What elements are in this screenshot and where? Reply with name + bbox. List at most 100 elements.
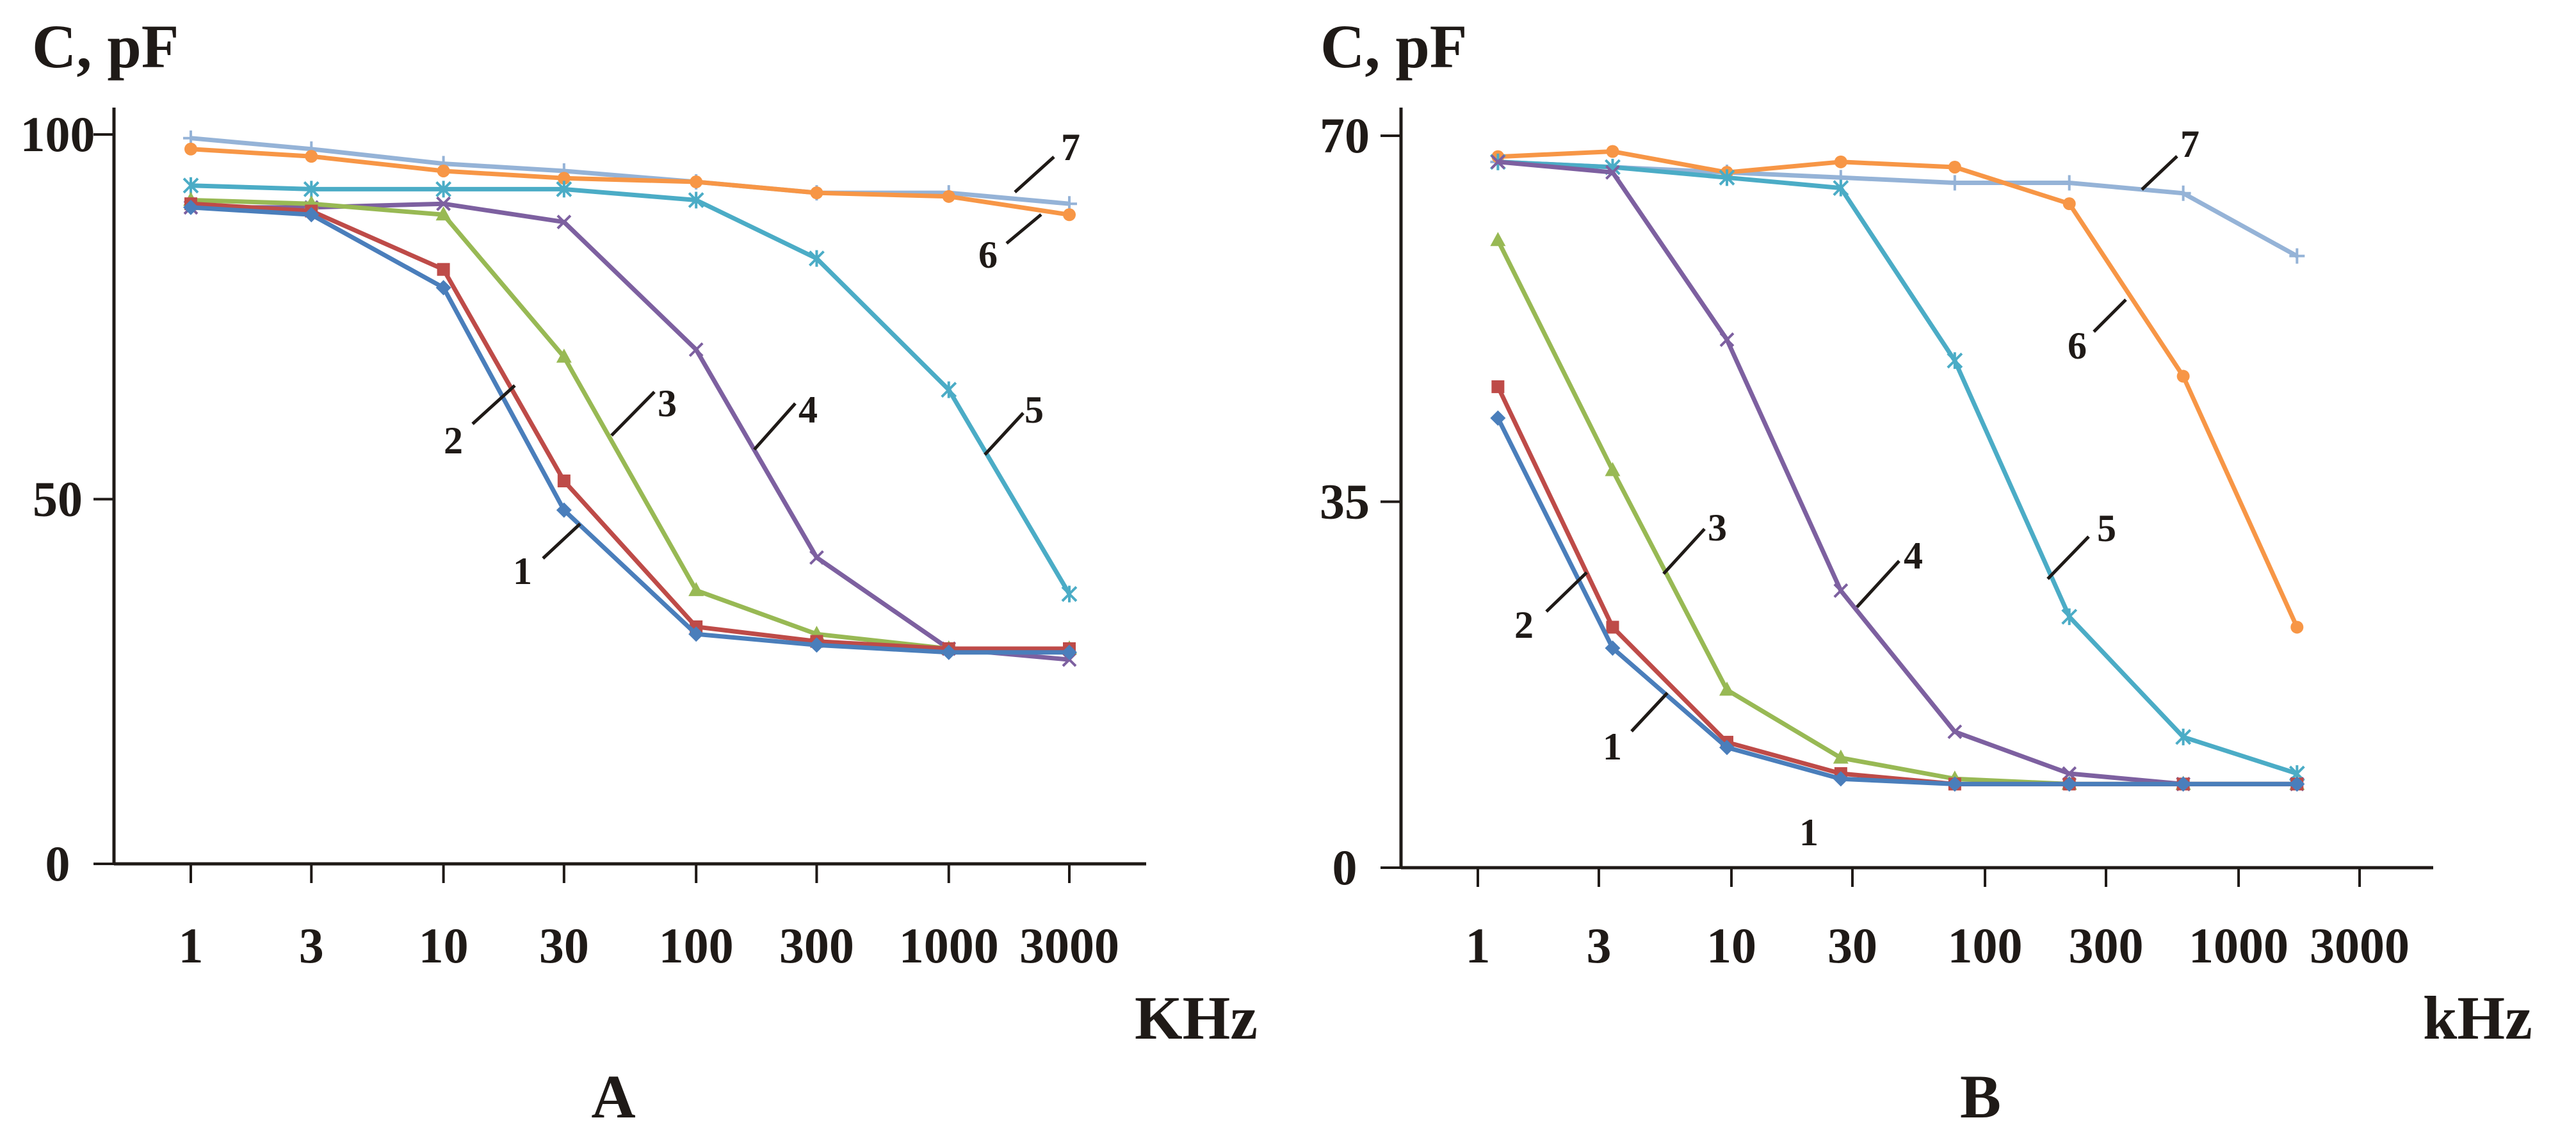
panel-b-y-axis-label: C, pF — [1320, 12, 1467, 81]
panel-b-label: B — [1960, 1062, 2001, 1131]
series-annotation-label: 7 — [2180, 123, 2199, 165]
data-point-1 — [809, 637, 825, 653]
data-point-5 — [1061, 585, 1078, 603]
data-point-1 — [1605, 640, 1621, 656]
series-annotation-label: 4 — [798, 389, 818, 431]
series-line-5 — [1498, 159, 2298, 776]
series-annotation-label: 1 — [1799, 811, 1819, 854]
annotation-leader — [2046, 535, 2090, 580]
x-tick-label: 1000 — [2189, 918, 2288, 973]
panel-a-y-axis-label: C, pF — [32, 12, 179, 81]
series-annotation-label: 4 — [1904, 535, 1923, 577]
data-point-6 — [1606, 145, 1619, 158]
data-point-6 — [437, 164, 450, 177]
series-6 — [1491, 145, 2304, 634]
data-point-4 — [556, 215, 572, 230]
series-1 — [1490, 410, 2305, 792]
data-point-5 — [2061, 608, 2078, 626]
series-annotation-label: 2 — [444, 419, 463, 462]
data-point-6 — [305, 150, 318, 163]
data-point-5 — [688, 191, 704, 209]
data-point-1 — [435, 280, 451, 296]
series-annotation-label: 7 — [1061, 126, 1080, 168]
annotation-leader — [1005, 213, 1042, 245]
x-tick-label: 1000 — [899, 918, 999, 973]
series-line-6 — [1498, 149, 2299, 628]
data-point-5 — [303, 181, 320, 198]
data-point-5 — [941, 381, 957, 398]
annotation-leader — [542, 523, 581, 560]
x-tick-label: 30 — [1827, 918, 1877, 973]
annotation-leader — [984, 412, 1025, 456]
data-point-5 — [1719, 169, 1735, 186]
data-point-5 — [1947, 352, 1963, 369]
series-line-2 — [1496, 385, 2297, 786]
data-point-1 — [1833, 771, 1849, 787]
annotation-leader — [610, 391, 656, 437]
annotation-leader — [2141, 155, 2178, 191]
data-point-4 — [688, 342, 704, 357]
panel-a-x-ticks: 1 3 10 30 100 300 1000 3000 — [179, 864, 1119, 973]
data-point-6 — [810, 186, 823, 200]
series-annotation-label: 5 — [1025, 389, 1044, 431]
data-point-6 — [2290, 621, 2304, 634]
data-point-4 — [1490, 154, 1505, 170]
data-point-4 — [1833, 583, 1849, 598]
series-annotation-label: 5 — [2097, 507, 2116, 549]
y-tick-label: 0 — [1333, 840, 1357, 895]
y-tick-label: 70 — [1320, 108, 1370, 163]
data-point-3 — [435, 206, 451, 221]
data-point-4 — [809, 550, 824, 565]
data-point-6 — [1834, 155, 1847, 168]
data-point-1 — [304, 207, 320, 223]
series-line-4 — [191, 201, 1070, 662]
annotation-leader — [1014, 156, 1055, 193]
data-point-1 — [1062, 644, 1077, 660]
series-line-5 — [190, 183, 1072, 596]
x-tick-label: 100 — [659, 918, 734, 973]
data-point-6 — [942, 190, 955, 203]
series-annotation-label: 1 — [1603, 726, 1622, 768]
annotation-leader — [1545, 571, 1588, 613]
x-tick-label: 300 — [779, 918, 854, 973]
annotation-leader — [1856, 560, 1900, 608]
annotation-leader — [753, 402, 797, 451]
series-annotation-label: 1 — [513, 550, 532, 592]
data-point-4 — [1947, 724, 1963, 740]
data-point-3 — [1605, 462, 1621, 476]
data-point-1 — [556, 502, 572, 518]
data-point-1 — [2175, 776, 2191, 792]
y-tick-label: 35 — [1320, 474, 1370, 530]
data-point-3 — [1490, 232, 1506, 247]
x-tick-label: 10 — [1706, 918, 1756, 973]
data-point-1 — [941, 644, 957, 660]
x-tick-label: 3000 — [1019, 918, 1119, 973]
series-3 — [183, 191, 1077, 654]
data-point-1 — [2061, 776, 2077, 792]
data-point-6 — [2176, 369, 2190, 383]
data-point-3 — [1833, 749, 1849, 764]
annotation-leader — [1630, 692, 1669, 733]
x-tick-label: 3000 — [2310, 918, 2410, 973]
panel-a: C, pF KHz A 1 3 10 30 100 300 1000 3000 050100 … — [20, 12, 1258, 1131]
data-point-2 — [437, 263, 450, 276]
series-line-7 — [190, 136, 1070, 206]
x-tick-label: 1 — [1466, 918, 1491, 973]
data-point-7 — [1947, 175, 1963, 191]
series-6 — [184, 142, 1076, 222]
x-tick-label: 3 — [1586, 918, 1611, 973]
data-point-2 — [1491, 380, 1505, 393]
data-point-7 — [2061, 175, 2077, 191]
series-line-6 — [190, 147, 1070, 217]
data-point-4 — [436, 196, 451, 211]
series-line-3 — [1496, 239, 2297, 786]
data-point-5 — [435, 181, 451, 198]
data-point-3 — [688, 581, 704, 596]
x-tick-label: 1 — [179, 918, 204, 973]
data-point-6 — [557, 172, 571, 185]
data-point-6 — [1063, 208, 1076, 222]
x-tick-label: 10 — [419, 918, 469, 973]
series-line-1 — [1496, 417, 2297, 786]
panel-a-series — [182, 130, 1078, 667]
